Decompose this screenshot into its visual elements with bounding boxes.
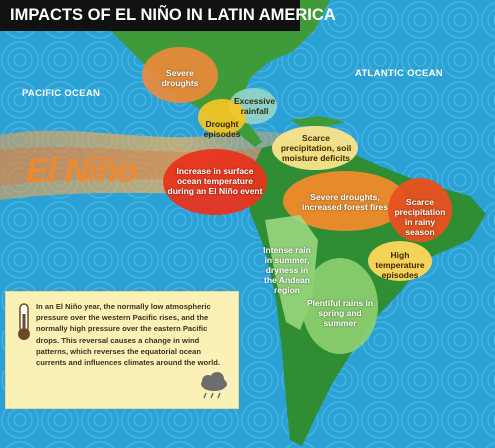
info-text: In an El Niño year, the normally low atm… bbox=[36, 302, 220, 368]
region-area bbox=[163, 149, 267, 215]
region-area bbox=[302, 258, 378, 354]
north-america bbox=[110, 0, 330, 147]
caribbean-islands bbox=[290, 116, 345, 126]
el-nino-label: El Niño bbox=[26, 152, 137, 190]
region-label: Scarce precipitation, soil moisture defi… bbox=[280, 133, 352, 163]
region-area bbox=[368, 241, 432, 281]
region-label: Drought episodes bbox=[203, 119, 241, 139]
info-box: In an El Niño year, the normally low atm… bbox=[5, 291, 239, 409]
region-label: Intense rain in summer, dryness in the A… bbox=[263, 245, 311, 295]
region-label: Severe droughts bbox=[161, 68, 199, 88]
region-area bbox=[388, 178, 452, 242]
region-area bbox=[283, 171, 407, 231]
thermometer-icon bbox=[18, 303, 30, 340]
ocean-label: ATLANTIC OCEAN bbox=[355, 68, 443, 79]
title: IMPACTS OF EL NIÑO IN LATIN AMERICA bbox=[0, 0, 336, 31]
region-label: Scarce precipitation in rainy season bbox=[394, 197, 446, 237]
region-label: Severe droughts, increased forest fires bbox=[302, 192, 388, 212]
weather-icon bbox=[201, 372, 227, 399]
region-label: Excessive rainfall bbox=[233, 96, 276, 116]
region-label: Increase in surface ocean temperature du… bbox=[167, 166, 263, 196]
region-area bbox=[198, 99, 246, 135]
ocean-label: PACIFIC OCEAN bbox=[22, 88, 101, 99]
region-area bbox=[272, 126, 358, 170]
region-area bbox=[142, 47, 218, 103]
region-label: Plentiful rains in spring and summer bbox=[306, 298, 374, 328]
region-label: High temperature episodes bbox=[375, 250, 425, 280]
